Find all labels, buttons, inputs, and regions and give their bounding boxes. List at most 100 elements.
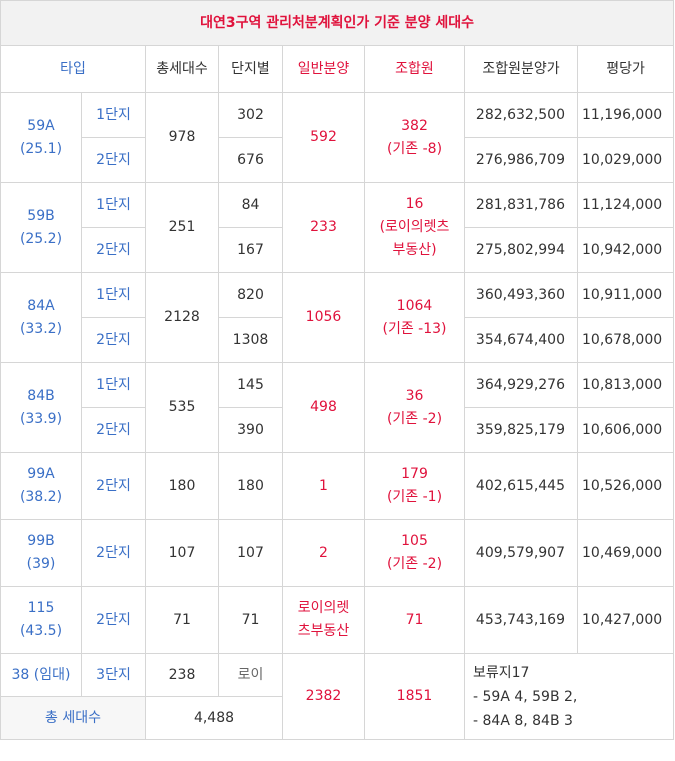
union-count: 36 — [405, 387, 424, 404]
type-name: 59A — [27, 117, 55, 134]
count-cell: 167 — [218, 227, 283, 273]
pyeong-cell: 10,678,000 — [576, 317, 675, 363]
pyeong-cell: 11,196,000 — [576, 92, 675, 138]
union-price-cell: 275,802,994 — [464, 227, 578, 273]
table-row: 84A (33.2) 1단지 2128 820 1056 1064 (기존 -1… — [0, 272, 675, 363]
type-cell: 38 (임대) — [0, 653, 82, 697]
count-cell: 390 — [218, 407, 283, 453]
type-cell: 99B (39) — [0, 519, 82, 587]
union-note-2: 부동산) — [392, 242, 437, 258]
complex-cell: 2단지 — [81, 407, 146, 453]
table-row: 59B (25.2) 1단지 251 84 233 16 (로이의렛츠 부동산)… — [0, 182, 675, 273]
total-cell: 535 — [145, 362, 219, 453]
union-price-cell: 354,674,400 — [464, 317, 578, 363]
union-cell: 71 — [364, 586, 465, 654]
general-cell: 로이의렛 츠부동산 — [282, 586, 365, 654]
reserve-line-1: 보류지17 — [473, 664, 530, 681]
type-cell: 99A (38.2) — [0, 452, 82, 520]
general-cell: 592 — [282, 92, 365, 183]
type-name: 115 — [27, 600, 55, 616]
count-cell: 676 — [218, 137, 283, 183]
total-cell: 238 — [145, 653, 219, 697]
union-note: (기존 -8) — [386, 140, 443, 157]
total-label: 총 세대수 — [0, 696, 146, 740]
type-area: (43.5) — [19, 623, 63, 639]
union-cell: 36 (기존 -2) — [364, 362, 465, 453]
total-union-cell: 1851 — [364, 653, 465, 740]
header-by-complex: 단지별 — [218, 45, 283, 93]
union-note: (로이의렛츠 — [379, 219, 450, 235]
general-cell: 1056 — [282, 272, 365, 363]
type-name: 84B — [27, 387, 55, 404]
table-row: 2단지 167 275,802,994 10,942,000 — [1, 227, 675, 273]
type-area: (38.2) — [19, 489, 63, 505]
type-area: (33.2) — [19, 320, 63, 337]
complex-cell: 2단지 — [81, 227, 146, 273]
type-cell: 84A (33.2) — [0, 272, 82, 363]
union-cell: 105 (기존 -2) — [364, 519, 465, 587]
general-cell: 2 — [282, 519, 365, 587]
reserve-note: 보류지17 - 59A 4, 59B 2, - 84A 8, 84B 3 — [463, 653, 675, 740]
pyeong-cell: 10,813,000 — [576, 362, 675, 408]
total-cell: 2128 — [145, 272, 219, 363]
pyeong-cell: 10,029,000 — [576, 137, 675, 183]
general-cell: 233 — [282, 182, 365, 273]
complex-cell: 3단지 — [81, 653, 146, 697]
pyeong-cell: 11,124,000 — [576, 182, 675, 228]
union-count: 382 — [401, 117, 428, 134]
complex-cell: 2단지 — [81, 519, 146, 587]
count-cell: 180 — [218, 452, 283, 520]
pyeong-cell: 10,942,000 — [576, 227, 675, 273]
union-price-cell: 276,986,709 — [464, 137, 578, 183]
pyeong-cell: 10,606,000 — [576, 407, 675, 453]
table-row: 99B (39) 2단지 107 107 2 105 (기존 -2) 409,5… — [0, 519, 675, 587]
union-price-cell: 360,493,360 — [464, 272, 578, 318]
table-title: 대연3구역 관리처분계획인가 기준 분양 세대수 — [0, 0, 675, 46]
union-price-cell: 282,632,500 — [464, 92, 578, 138]
table-row: 38 (임대) 3단지 238 로이 2382 1851 보류지17 - 59A… — [0, 653, 675, 740]
count-cell: 로이 — [218, 653, 283, 697]
complex-cell: 1단지 — [81, 92, 146, 138]
total-cell: 71 — [145, 586, 219, 654]
complex-cell: 1단지 — [81, 182, 146, 228]
count-cell: 107 — [218, 519, 283, 587]
pyeong-cell: 10,469,000 — [576, 519, 675, 587]
total-cell: 251 — [145, 182, 219, 273]
general-note: 로이의렛 — [297, 600, 350, 616]
header-total: 총세대수 — [145, 45, 219, 93]
union-price-cell: 281,831,786 — [464, 182, 578, 228]
pyeong-cell: 10,911,000 — [576, 272, 675, 318]
union-cell: 382 (기존 -8) — [364, 92, 465, 183]
table-row: 84B (33.9) 1단지 535 145 498 36 (기존 -2) 36… — [0, 362, 675, 453]
union-count: 1064 — [396, 297, 433, 314]
table-row: 2단지 1308 354,674,400 10,678,000 — [1, 317, 675, 363]
type-area: (25.1) — [19, 140, 63, 157]
union-note: (기존 -2) — [386, 556, 443, 572]
total-general-cell: 2382 — [282, 653, 365, 740]
header-union-price: 조합원분양가 — [464, 45, 578, 93]
general-cell: 498 — [282, 362, 365, 453]
union-count: 16 — [405, 196, 424, 212]
total-cell: 107 — [145, 519, 219, 587]
type-area: (33.9) — [19, 410, 63, 427]
type-cell: 59B (25.2) — [0, 182, 82, 273]
complex-cell: 2단지 — [81, 137, 146, 183]
union-note: (기존 -2) — [386, 410, 443, 427]
count-cell: 302 — [218, 92, 283, 138]
type-area: (39) — [26, 556, 56, 572]
complex-cell: 2단지 — [81, 452, 146, 520]
union-price-cell: 453,743,169 — [464, 586, 578, 654]
table-row: 99A (38.2) 2단지 180 180 1 179 (기존 -1) 402… — [0, 452, 675, 520]
total-cell: 978 — [145, 92, 219, 183]
union-price-cell: 402,615,445 — [464, 452, 578, 520]
header-union: 조합원 — [364, 45, 465, 93]
count-cell: 84 — [218, 182, 283, 228]
type-name: 59B — [27, 207, 55, 224]
count-cell: 145 — [218, 362, 283, 408]
complex-cell: 2단지 — [81, 586, 146, 654]
table-row: 2단지 676 276,986,709 10,029,000 — [1, 137, 675, 183]
union-note: (기존 -13) — [382, 320, 447, 337]
complex-cell: 2단지 — [81, 317, 146, 363]
table-row: 총 세대수 4,488 — [0, 696, 674, 740]
header-general: 일반분양 — [282, 45, 365, 93]
